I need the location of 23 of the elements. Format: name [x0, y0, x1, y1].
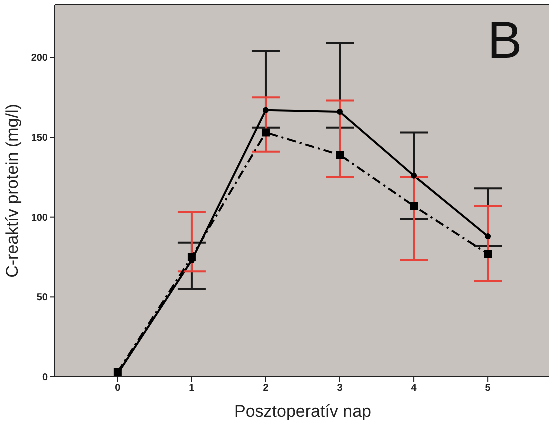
- point: [337, 108, 344, 115]
- x-tick-label: 0: [115, 383, 122, 394]
- point: [262, 107, 269, 114]
- point: [262, 128, 270, 137]
- y-tick-label: 150: [31, 133, 48, 144]
- x-tick-label: 3: [337, 383, 344, 394]
- x-tick-label: 4: [411, 383, 418, 394]
- point: [485, 234, 492, 240]
- point: [410, 202, 418, 210]
- x-tick-label: 2: [263, 383, 270, 394]
- x-axis-title: Posztoperatív nap: [234, 402, 372, 421]
- y-tick-label: 0: [42, 372, 48, 384]
- y-axis-title: C-reaktív protein (mg/l): [3, 104, 22, 278]
- y-tick-label: 200: [31, 53, 48, 64]
- point: [188, 253, 196, 262]
- y-tick-label: 50: [36, 292, 48, 304]
- x-tick-label: 5: [485, 383, 492, 394]
- y-tick-label: 100: [31, 212, 48, 224]
- point: [411, 172, 418, 179]
- x-tick-label: 1: [189, 383, 196, 394]
- point: [484, 250, 492, 258]
- annotation: B: [488, 12, 522, 70]
- point: [336, 151, 344, 160]
